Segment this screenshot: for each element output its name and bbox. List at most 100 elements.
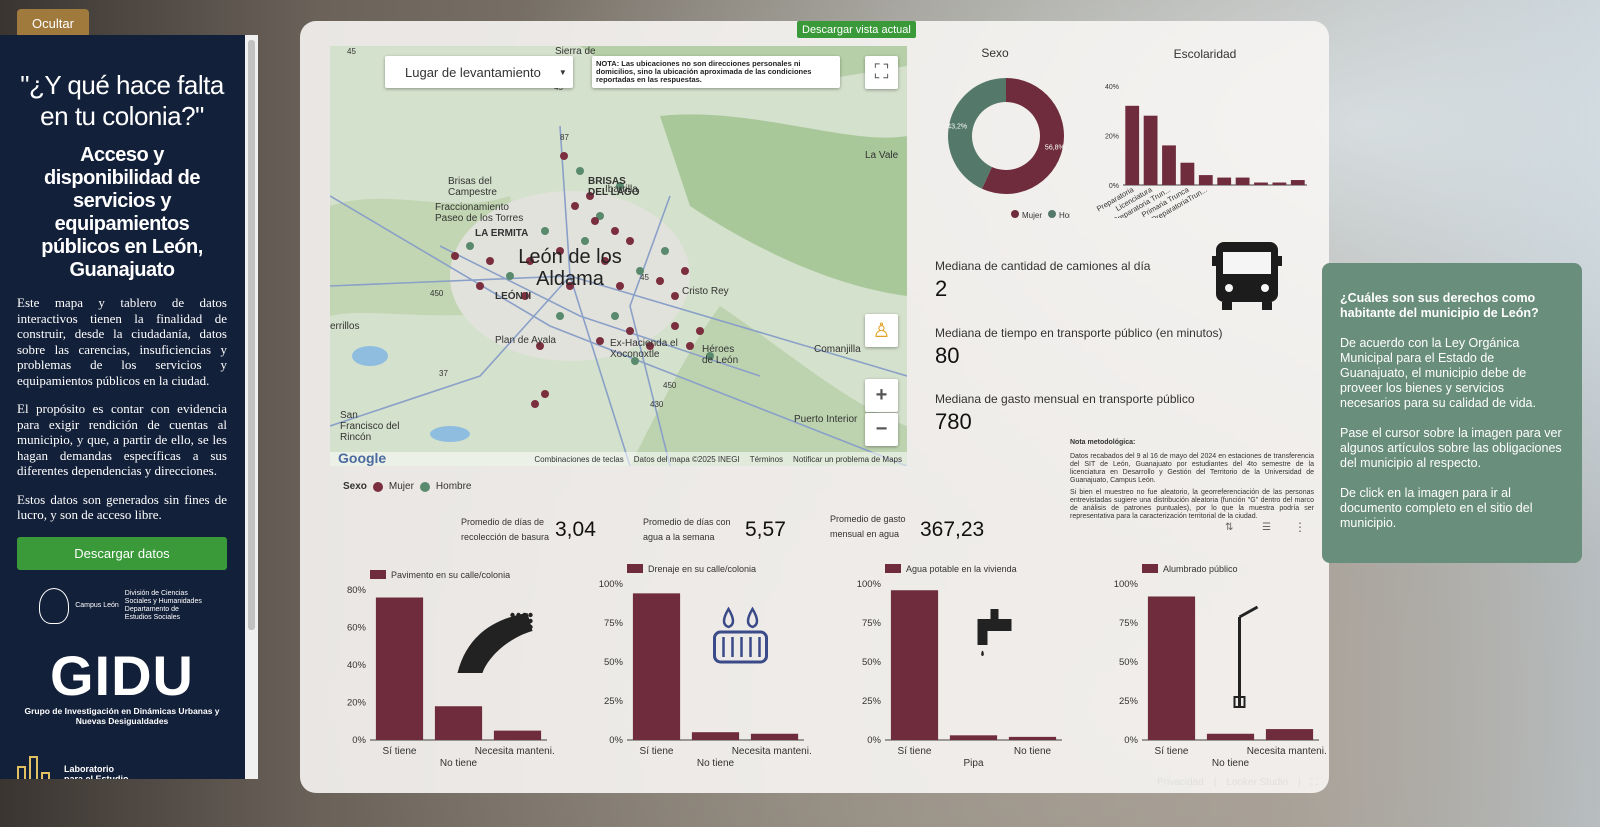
- map-label: Sierra de: [555, 46, 596, 57]
- x-tick-label: Necesita manteni...: [1247, 746, 1327, 757]
- bar[interactable]: [1290, 180, 1305, 185]
- download-view-button[interactable]: Descargar vista actual: [797, 21, 916, 38]
- bar[interactable]: [890, 590, 939, 740]
- sort-icon[interactable]: ⇅: [1225, 522, 1234, 533]
- y-tick-label: 25%: [1119, 696, 1139, 707]
- map[interactable]: Sierra de La Vale Brisas del Campestre F…: [330, 46, 907, 466]
- privacy-link[interactable]: Privacidad: [1157, 777, 1204, 788]
- sidebar-paragraph-1: Este mapa y tablero de datos interactivo…: [17, 295, 227, 388]
- expand-icon[interactable]: ⛶: [1310, 777, 1318, 788]
- legend-swatch: [1142, 564, 1158, 573]
- more-icon[interactable]: ⋮: [1294, 520, 1306, 534]
- sidebar-paragraph-3: Estos datos son generados sin fines de l…: [17, 491, 227, 523]
- ug-logo: Campus León División de Ciencias Sociale…: [17, 587, 227, 624]
- x-tick-label: No tiene: [440, 758, 478, 769]
- kpi-label: Mediana de gasto mensual en transporte p…: [935, 392, 1195, 406]
- bar[interactable]: [1162, 145, 1176, 185]
- map-label: errillos: [330, 321, 360, 332]
- stat-value: 3,04: [555, 518, 596, 541]
- chart-title: Pavimento en su calle/colonia: [391, 570, 510, 580]
- bus-icon: [1212, 242, 1282, 310]
- road-shield: 87: [560, 133, 569, 142]
- y-tick-label: 50%: [862, 657, 882, 668]
- sidebar: "¿Y qué hace falta en tu colonia?" Acces…: [0, 35, 258, 779]
- bar[interactable]: [1265, 729, 1314, 740]
- map-label: LA ERMITA: [475, 228, 529, 239]
- looker-studio-link[interactable]: Looker Studio: [1226, 777, 1289, 788]
- download-data-button[interactable]: Descargar datos: [17, 536, 227, 570]
- bar[interactable]: [750, 733, 799, 740]
- lab-name: Laboratorio para el Estudio: [64, 763, 129, 780]
- stat-value: 367,23: [920, 518, 985, 541]
- bar[interactable]: [1125, 105, 1140, 185]
- bar[interactable]: [1254, 182, 1268, 185]
- rights-panel[interactable]: ¿Cuáles son sus derechos como habitante …: [1322, 263, 1582, 563]
- rights-p3: De click en la imagen para ir al documen…: [1340, 486, 1533, 530]
- y-tick-label: 60%: [347, 623, 367, 634]
- stat-value: 5,57: [745, 518, 786, 541]
- bar[interactable]: [1008, 736, 1057, 740]
- y-tick-label: 0%: [609, 735, 623, 746]
- fullscreen-icon[interactable]: ⛶: [865, 56, 898, 89]
- legend-label: Mujer: [388, 481, 414, 492]
- x-tick-label: Sí tiene: [898, 746, 932, 757]
- map-footer-report[interactable]: Notificar un problema de Maps: [793, 454, 902, 464]
- hide-button[interactable]: Ocultar: [17, 9, 89, 38]
- donut-slice-hombre[interactable]: [948, 78, 1006, 189]
- y-tick-label: 25%: [862, 696, 882, 707]
- y-tick-label: 100%: [599, 579, 624, 590]
- map-footer-shortcuts[interactable]: Combinaciones de teclas: [534, 454, 624, 464]
- map-label: San Francisco del Rincón: [340, 410, 400, 443]
- bar[interactable]: [1198, 175, 1213, 185]
- bar[interactable]: [434, 706, 483, 740]
- map-footer-data: Datos del mapa ©2025 INEGI: [633, 454, 740, 464]
- tap-icon: [977, 609, 1012, 656]
- bar[interactable]: [1272, 182, 1287, 185]
- chevron-down-icon: ▼: [558, 67, 567, 77]
- x-tick-label: Sí tiene: [640, 746, 674, 757]
- lamp-icon: [1233, 605, 1259, 708]
- bar[interactable]: [1147, 596, 1196, 740]
- y-tick-label: 75%: [1119, 618, 1139, 629]
- road-shield: 45: [347, 47, 356, 56]
- x-tick-label: Pipa: [963, 758, 983, 769]
- survey-points: [451, 152, 714, 408]
- street-view-icon[interactable]: ♙: [865, 314, 898, 347]
- y-tick-label: 0%: [867, 735, 881, 746]
- place-select-label: Lugar de levantamiento: [405, 64, 541, 80]
- x-tick-label: No tiene: [1212, 758, 1250, 769]
- bar[interactable]: [493, 730, 542, 740]
- bar[interactable]: [1217, 177, 1232, 185]
- bar[interactable]: [691, 732, 740, 740]
- y-tick-label: 75%: [862, 618, 882, 629]
- legend-title: Sexo: [343, 481, 367, 492]
- legend-swatch: [885, 564, 901, 573]
- donut-slice-mujer[interactable]: [981, 78, 1064, 194]
- chart-1: Pavimento en su calle/colonia 0% 20% 40% 60%…: [347, 570, 555, 769]
- kpi-value: 80: [935, 343, 960, 368]
- map-label: LEÓN II: [495, 291, 532, 302]
- bar[interactable]: [1235, 177, 1250, 185]
- bar[interactable]: [375, 597, 424, 741]
- donut-label: 43,2%: [947, 123, 967, 130]
- zoom-in-button[interactable]: +: [865, 379, 898, 412]
- x-tick-label: No tiene: [1014, 746, 1052, 757]
- stat-label: Promedio de gasto mensual en agua: [830, 514, 906, 539]
- sex-legend-label: Mujer: [1022, 211, 1042, 220]
- bar[interactable]: [949, 735, 998, 740]
- sidebar-scrollbar-thumb[interactable]: [248, 40, 255, 630]
- bar[interactable]: [1180, 162, 1195, 185]
- zoom-out-button[interactable]: −: [865, 413, 898, 446]
- ug-division: División de Ciencias Sociales y Humanida…: [124, 589, 202, 621]
- map-footer-terms[interactable]: Términos: [749, 454, 784, 464]
- bar[interactable]: [1143, 115, 1158, 185]
- bar[interactable]: [632, 593, 681, 740]
- lab-logo: Laboratorio para el Estudio: [17, 754, 227, 780]
- bar[interactable]: [1206, 733, 1255, 740]
- filter-icon[interactable]: ☰: [1262, 522, 1271, 533]
- methodology-note: Nota metodológica: Datos recabados del 9…: [1070, 439, 1314, 521]
- place-select-dropdown[interactable]: Lugar de levantamiento ▼: [385, 56, 573, 88]
- road-shield: 450: [430, 289, 444, 298]
- legend-dot: [419, 481, 430, 492]
- sidebar-title: "¿Y qué hace falta en tu colonia?": [20, 70, 224, 131]
